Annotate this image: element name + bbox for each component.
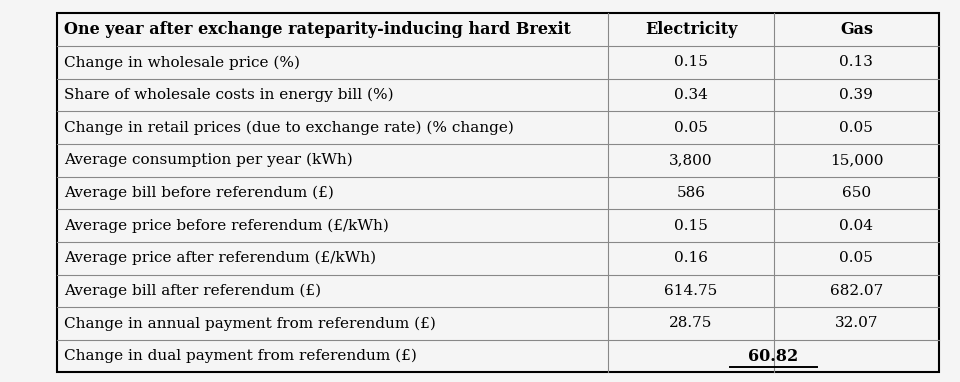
Text: 650: 650: [842, 186, 871, 200]
Text: One year after exchange rateparity-inducing hard Brexit: One year after exchange rateparity-induc…: [63, 21, 570, 38]
Text: Share of wholesale costs in energy bill (%): Share of wholesale costs in energy bill …: [63, 88, 394, 102]
Text: Average price before referendum (£/kWh): Average price before referendum (£/kWh): [63, 219, 389, 233]
Text: Average consumption per year (kWh): Average consumption per year (kWh): [63, 153, 352, 167]
Text: 586: 586: [677, 186, 706, 200]
Text: 0.15: 0.15: [674, 219, 708, 233]
Text: 28.75: 28.75: [669, 316, 712, 330]
Text: Average bill before referendum (£): Average bill before referendum (£): [63, 186, 333, 200]
Text: 60.82: 60.82: [749, 348, 799, 365]
Text: Change in retail prices (due to exchange rate) (% change): Change in retail prices (due to exchange…: [63, 120, 514, 135]
Text: 614.75: 614.75: [664, 284, 717, 298]
Text: 0.15: 0.15: [674, 55, 708, 70]
Text: 0.05: 0.05: [674, 121, 708, 134]
Text: 32.07: 32.07: [834, 316, 878, 330]
Text: Average price after referendum (£/kWh): Average price after referendum (£/kWh): [63, 251, 375, 265]
Text: 0.05: 0.05: [839, 251, 874, 265]
Text: Average bill after referendum (£): Average bill after referendum (£): [63, 284, 321, 298]
Text: Gas: Gas: [840, 21, 873, 38]
Text: Change in wholesale price (%): Change in wholesale price (%): [63, 55, 300, 70]
Text: 0.13: 0.13: [839, 55, 874, 70]
Text: 682.07: 682.07: [829, 284, 883, 298]
Text: Change in dual payment from referendum (£): Change in dual payment from referendum (…: [63, 349, 417, 363]
Text: 15,000: 15,000: [829, 153, 883, 167]
Text: 0.05: 0.05: [839, 121, 874, 134]
Text: 3,800: 3,800: [669, 153, 712, 167]
Text: 0.04: 0.04: [839, 219, 874, 233]
Text: 0.34: 0.34: [674, 88, 708, 102]
Text: Change in annual payment from referendum (£): Change in annual payment from referendum…: [63, 316, 436, 331]
Text: 0.16: 0.16: [674, 251, 708, 265]
Text: 0.39: 0.39: [839, 88, 874, 102]
Text: Electricity: Electricity: [645, 21, 737, 38]
